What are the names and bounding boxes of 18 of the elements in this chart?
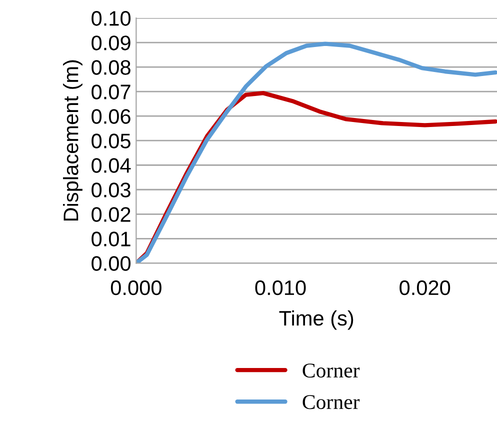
y-tick-label: 0.03	[92, 182, 130, 198]
y-tick-label: 0.00	[92, 256, 131, 271]
legend-label: Corner	[302, 395, 360, 410]
y-tick-label: 0.02	[92, 207, 130, 222]
y-axis-title: Displacement (m)	[63, 60, 82, 221]
y-tick-label: 0.07	[92, 84, 130, 100]
y-tick-label: 0.10	[92, 11, 131, 26]
x-tick-label: 0.010	[255, 280, 306, 296]
x-axis-title: Time (s)	[279, 310, 354, 330]
y-tick-label: 0.04	[92, 158, 131, 173]
y-tick-label: 0.09	[92, 36, 130, 50]
y-tick-label: 0.08	[92, 60, 130, 75]
y-tick-label: 0.05	[92, 134, 130, 148]
y-tick-label: 0.01	[92, 232, 130, 246]
y-tick-label: 0.06	[92, 109, 130, 124]
x-tick-label: 0.000	[110, 280, 162, 296]
legend-label: Corner	[302, 364, 360, 378]
x-tick-label: 0.020	[400, 280, 450, 296]
